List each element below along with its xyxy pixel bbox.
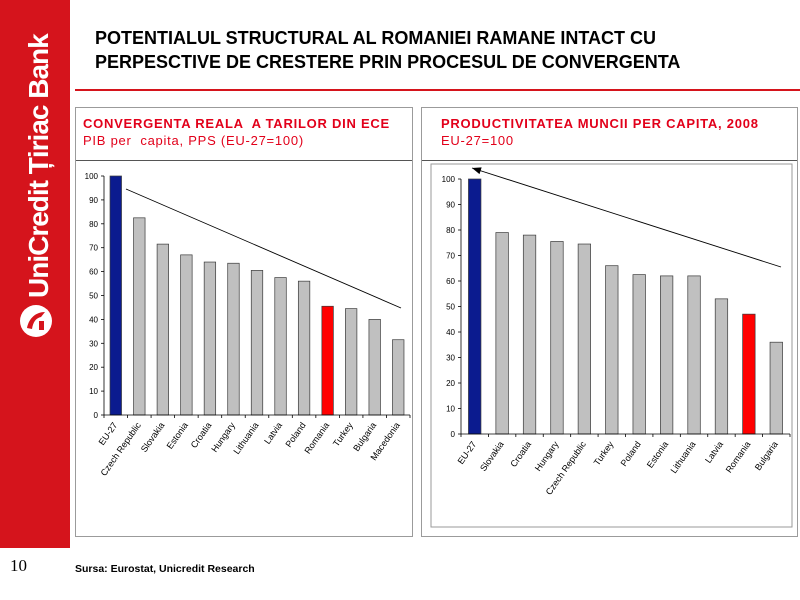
logo-disc [20, 305, 52, 337]
bar-croatia [522, 234, 537, 435]
source-note: Sursa: Eurostat, Unicredit Research [75, 563, 255, 575]
y-tick-label: 10 [89, 387, 98, 396]
bar-croatia [203, 261, 217, 416]
panel-header-divider [422, 160, 797, 161]
bar-poland [632, 274, 646, 435]
y-tick-label: 20 [89, 363, 98, 372]
y-tick-label: 80 [446, 226, 455, 235]
unicredit-logo-icon [20, 305, 52, 337]
panel-header-divider [76, 160, 412, 161]
bar-romania [321, 305, 334, 416]
x-tick-label-turkey: Turkey [592, 439, 616, 467]
x-tick-label-lithuania: Lithuania [669, 439, 698, 475]
y-tick-label: 20 [446, 379, 455, 388]
bar-macedonia [392, 339, 405, 416]
title-divider [75, 89, 800, 91]
x-tick-label-croatia: Croatia [508, 439, 533, 469]
bar-latvia [714, 298, 729, 435]
x-tick-label-latvia: Latvia [703, 439, 725, 464]
y-tick-label: 30 [89, 339, 98, 348]
bar-latvia [274, 277, 287, 416]
bar-bulgaria [368, 319, 381, 416]
x-tick-label-eu-27: EU-27 [456, 439, 479, 466]
x-tick-label-hungary: Hungary [533, 439, 561, 473]
trend-line [125, 188, 402, 309]
bar-turkey [605, 265, 619, 435]
bar-hungary [550, 241, 564, 435]
x-tick-label-slovakia: Slovakia [139, 420, 167, 454]
bar-lithuania [250, 270, 264, 416]
x-tick-label-romania: Romania [724, 439, 753, 474]
x-tick-label-slovakia: Slovakia [478, 439, 506, 473]
x-tick-label-latvia: Latvia [262, 420, 284, 445]
bar-czech-republic [577, 243, 591, 435]
chart-title: CONVERGENTA REALA A TARILOR DIN ECE [83, 116, 390, 131]
brand-name: UniCredit Țiriac Bank [23, 34, 54, 298]
x-tick-label-eu-27: EU-27 [97, 420, 120, 447]
bar-eu-27 [109, 175, 122, 416]
chart-panel-productivity: PRODUCTIVITATEA MUNCII PER CAPITA, 2008 … [421, 107, 798, 537]
page-number: 10 [10, 556, 27, 575]
y-tick-label: 90 [89, 196, 98, 205]
bar-romania [742, 313, 756, 435]
y-tick-label: 50 [446, 303, 455, 312]
plot-area-frame [430, 163, 793, 528]
y-tick-label: 70 [446, 252, 455, 261]
slide-title-line-1: POTENTIALUL STRUCTURAL AL ROMANIEI RAMAN… [95, 28, 656, 48]
bar-poland [297, 280, 311, 416]
x-tick-label-croatia: Croatia [189, 420, 214, 450]
y-tick-label: 30 [446, 354, 455, 363]
y-tick-label: 60 [446, 277, 455, 286]
chart-title: PRODUCTIVITATEA MUNCII PER CAPITA, 2008 [441, 116, 759, 131]
y-tick-label: 50 [89, 292, 98, 301]
x-tick-label-estonia: Estonia [165, 420, 190, 450]
chart-subtitle: PIB per capita, PPS (EU-27=100) [83, 133, 304, 148]
brand-band: UniCredit Țiriac Bank [0, 0, 70, 548]
x-tick-label-poland: Poland [619, 439, 643, 468]
chart-subtitle: EU-27=100 [441, 133, 514, 148]
y-tick-label: 100 [85, 172, 99, 181]
x-tick-label-bulgaria: Bulgaria [753, 439, 780, 472]
bar-turkey [345, 308, 358, 416]
y-tick-label: 40 [89, 315, 98, 324]
bar-bulgaria [769, 341, 783, 435]
trend-line [471, 167, 782, 268]
x-tick-label-estonia: Estonia [645, 439, 670, 469]
y-tick-label: 0 [94, 411, 99, 420]
bar-czech-republic [133, 217, 146, 416]
chart-panel-convergence: CONVERGENTA REALA A TARILOR DIN ECE PIB … [75, 107, 413, 537]
y-tick-label: 90 [446, 201, 455, 210]
bar-hungary [227, 262, 240, 416]
bar-estonia [180, 254, 193, 416]
y-tick-label: 0 [451, 430, 456, 439]
slide-title-line-2: PERPESCTIVE DE CRESTERE PRIN PROCESUL DE… [95, 52, 681, 72]
trend-arrowhead [472, 167, 482, 175]
slide-title: POTENTIALUL STRUCTURAL AL ROMANIEI RAMAN… [95, 26, 680, 74]
x-tick-label-turkey: Turkey [331, 420, 355, 448]
logo-mark-bar [39, 321, 44, 330]
bar-estonia [660, 275, 674, 435]
bar-chart-labour-productivity: 0 10 20 30 40 50 60 70 80 90 100 EU-27 Slovakia Croat… [430, 163, 793, 528]
bar-slovakia [156, 243, 169, 416]
y-tick-label: 100 [442, 175, 456, 184]
bar-eu-27 [468, 178, 482, 435]
x-tick-label-poland: Poland [283, 420, 307, 449]
y-tick-label: 10 [446, 405, 455, 414]
y-tick-label: 60 [89, 268, 98, 277]
bar-slovakia [495, 232, 509, 435]
bar-lithuania [687, 275, 701, 435]
y-tick-label: 80 [89, 220, 98, 229]
logo-mark [27, 312, 45, 329]
y-tick-label: 40 [446, 328, 455, 337]
y-tick-label: 70 [89, 244, 98, 253]
